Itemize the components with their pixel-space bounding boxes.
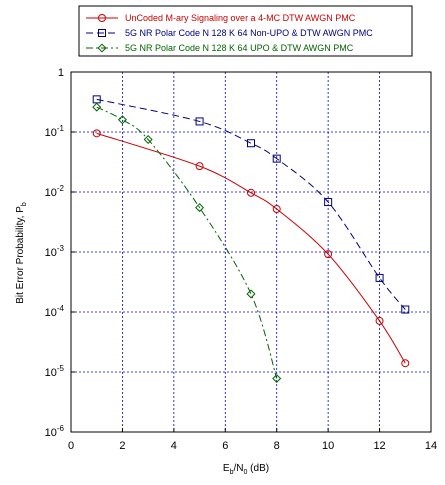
- x-tick-labels: 0 2 4 6 8 10 12 14: [68, 428, 437, 452]
- y-label-sub: b: [21, 202, 28, 206]
- series-3-point: [117, 115, 127, 125]
- x-label-base: E: [223, 463, 230, 474]
- x-tick-label: 4: [171, 440, 177, 452]
- series-markers: [92, 95, 410, 383]
- y-tick-label: 1: [58, 67, 64, 79]
- x-tick-label: 0: [68, 440, 74, 452]
- series-3-point: [143, 134, 153, 145]
- y-axis-label: Bit Error Probability, Pb: [15, 202, 28, 304]
- x-tick-label: 14: [425, 440, 437, 452]
- series-2-point: [195, 117, 204, 126]
- series-curves: [96, 98, 406, 379]
- legend-box: [78, 5, 413, 57]
- series-2-point: [272, 154, 281, 163]
- y-tick-label: 10-6: [45, 424, 65, 439]
- series-3-point: [272, 373, 282, 383]
- series-1-point: [375, 316, 384, 325]
- x-label-sub1: b: [230, 469, 234, 476]
- series-2-point: [324, 198, 333, 207]
- series-3-point: [195, 203, 205, 213]
- x-tick-label: 2: [119, 440, 125, 452]
- legend: UnCoded M-ary Signaling over a 4-MC DTW …: [78, 5, 413, 57]
- x-axis-label: Eb/N0 (dB): [223, 463, 269, 476]
- x-label-mid: /N: [234, 463, 244, 474]
- legend-marker-2: [98, 29, 106, 37]
- legend-marker-1: [98, 14, 106, 22]
- x-tick-label: 10: [322, 440, 334, 452]
- y-tick-label: 10-4: [45, 304, 65, 319]
- y-tick-label: 10-1: [45, 124, 65, 139]
- y-label-base: Bit Error Probability, P: [15, 206, 26, 304]
- legend-label-2: 5G NR Polar Code N 128 K 64 Non-UPO & DT…: [125, 28, 373, 38]
- series-line-3: [96, 106, 278, 379]
- legend-marker-3: [97, 43, 107, 53]
- series-3-point: [246, 289, 256, 299]
- series-1-point: [324, 250, 333, 259]
- y-tick-label: 10-3: [45, 244, 65, 259]
- y-tick-labels: 10-6 10-5 10-4 10-3 10-2 10-1 1: [45, 67, 75, 439]
- grid-lines: [71, 72, 431, 432]
- x-label-sub2: 0: [244, 469, 248, 476]
- series-2-point: [401, 305, 410, 314]
- x-tick-label: 6: [222, 440, 228, 452]
- series-2-point: [247, 139, 255, 148]
- y-tick-label: 10-2: [45, 184, 65, 199]
- series-3-point: [92, 102, 102, 112]
- x-label-unit: (dB): [247, 463, 269, 474]
- series-2-point: [375, 273, 384, 282]
- legend-label-3: 5G NR Polar Code N 128 K 64 UPO & DTW AW…: [125, 43, 354, 53]
- y-tick-label: 10-5: [45, 364, 65, 379]
- series-1-point: [92, 129, 101, 138]
- series-line-1: [96, 132, 406, 364]
- series-1-point: [401, 359, 410, 368]
- x-tick-label: 8: [274, 440, 280, 452]
- series-1-point: [272, 205, 281, 214]
- series-1-point: [247, 188, 255, 197]
- series-line-2: [96, 98, 406, 310]
- legend-label-1: UnCoded M-ary Signaling over a 4-MC DTW …: [125, 13, 356, 23]
- series-1-point: [195, 162, 204, 171]
- x-tick-label: 12: [373, 440, 385, 452]
